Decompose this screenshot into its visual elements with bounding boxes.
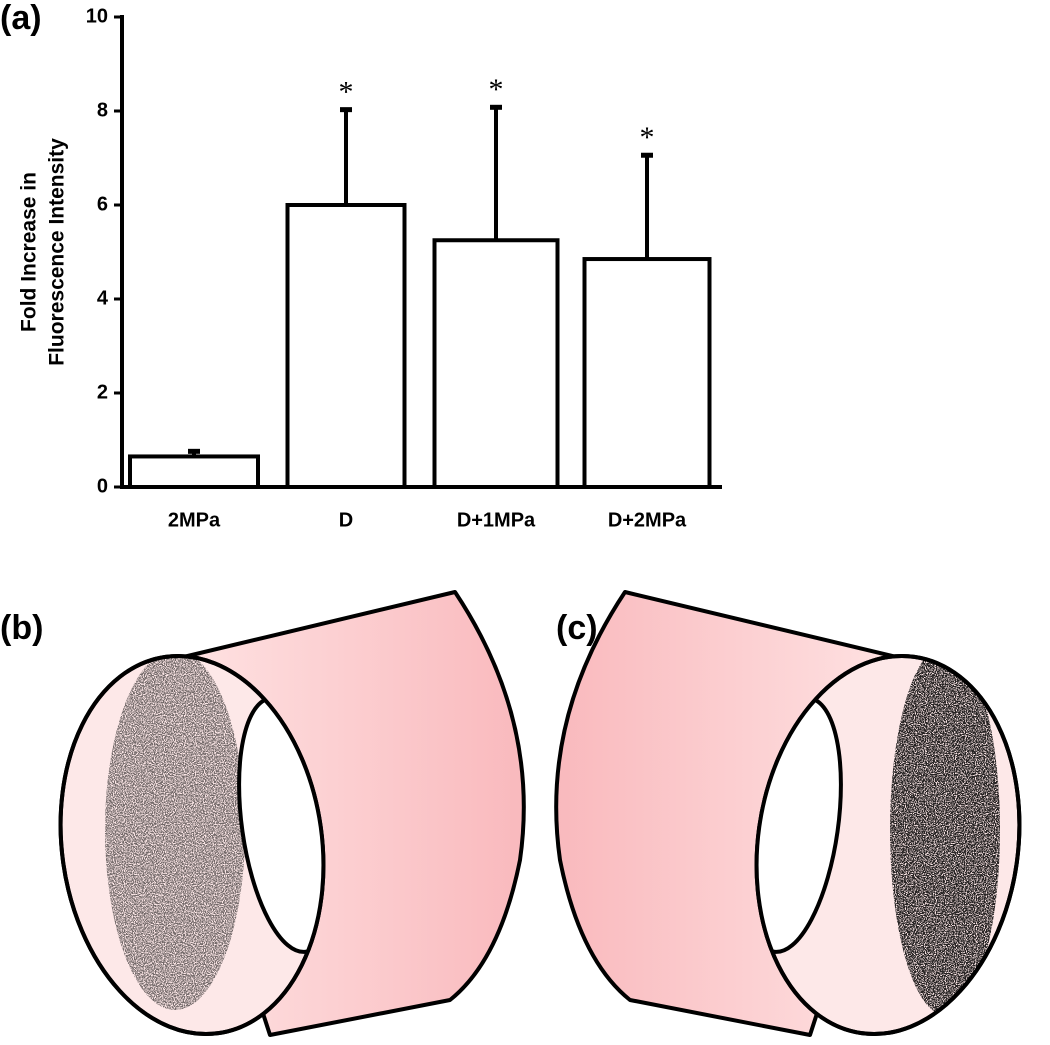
panel-label: (b) (0, 609, 43, 647)
significance-marker: * (489, 73, 504, 106)
y-tick-label: 6 (97, 193, 108, 215)
bar (432, 238, 560, 489)
x-tick-label: D (339, 509, 353, 531)
y-axis-label: Fold Increase in (18, 172, 41, 332)
y-tick-label: 0 (97, 475, 108, 497)
y-tick-label: 4 (97, 287, 109, 309)
significance-marker: * (339, 76, 354, 109)
bar (285, 203, 407, 489)
significance-marker: * (640, 121, 655, 154)
x-tick-label: D+1MPa (457, 509, 536, 531)
y-tick-label: 10 (86, 5, 108, 27)
y-axis-label: Fluorescence Intensity (46, 138, 69, 366)
bar (582, 257, 712, 489)
cylinder-illustration (58, 590, 526, 1037)
cylinder-illustration (554, 590, 1022, 1037)
panel-label: (a) (0, 0, 42, 37)
y-tick-label: 8 (97, 99, 108, 121)
y-tick-label: 2 (97, 381, 108, 403)
x-tick-label: 2MPa (168, 509, 221, 531)
panel-label: (c) (556, 609, 598, 647)
x-tick-label: D+2MPa (608, 509, 687, 531)
bar (128, 454, 260, 490)
